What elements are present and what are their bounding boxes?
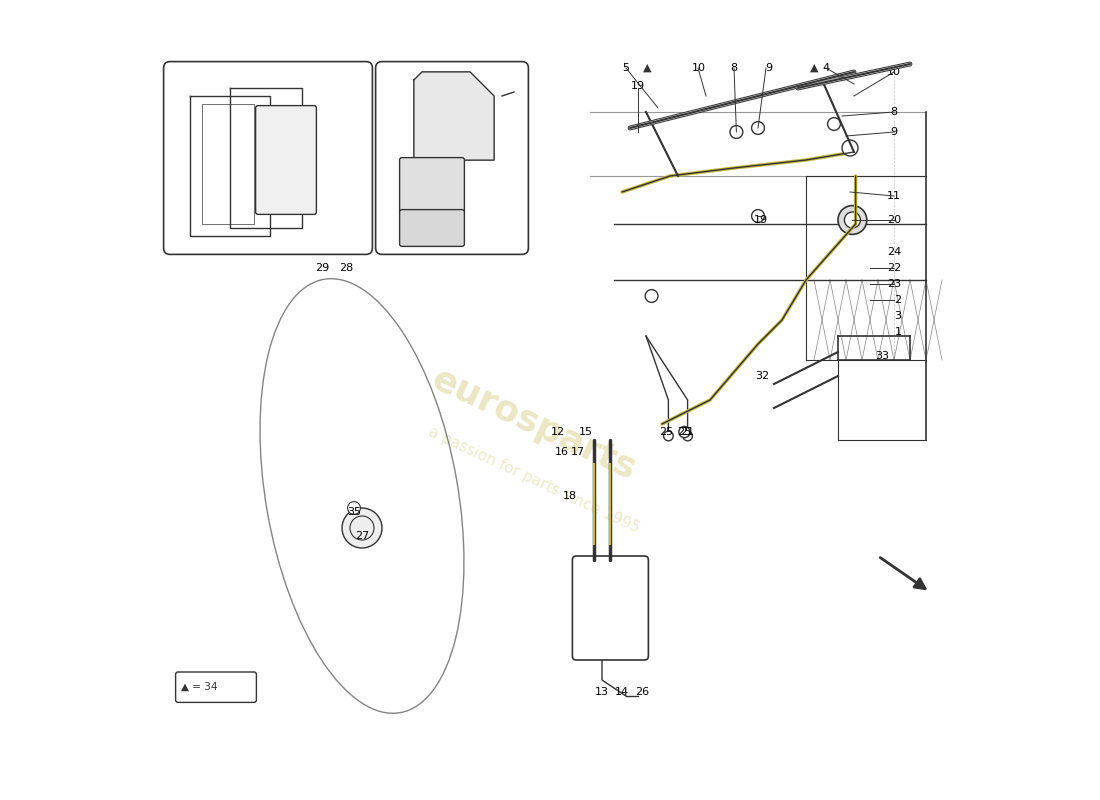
Text: 8: 8 xyxy=(730,63,738,73)
Text: 1: 1 xyxy=(894,327,902,337)
Circle shape xyxy=(751,122,764,134)
Circle shape xyxy=(730,126,743,138)
FancyBboxPatch shape xyxy=(255,106,317,214)
Text: 21: 21 xyxy=(681,427,695,437)
Circle shape xyxy=(663,431,673,441)
Text: 25: 25 xyxy=(659,427,673,437)
Polygon shape xyxy=(414,72,494,160)
Text: 30: 30 xyxy=(471,211,485,221)
Circle shape xyxy=(842,140,858,156)
Text: 31: 31 xyxy=(471,231,485,241)
Circle shape xyxy=(827,118,840,130)
Text: 4: 4 xyxy=(823,63,829,73)
Text: 27: 27 xyxy=(355,531,370,541)
Text: ▲ = 34: ▲ = 34 xyxy=(182,682,218,691)
Text: 32: 32 xyxy=(755,371,769,381)
Text: 8: 8 xyxy=(890,107,898,117)
Text: 23: 23 xyxy=(887,279,901,289)
FancyBboxPatch shape xyxy=(399,158,464,214)
Text: 33: 33 xyxy=(874,351,889,361)
Text: 9: 9 xyxy=(764,63,772,73)
FancyBboxPatch shape xyxy=(399,210,464,246)
Circle shape xyxy=(512,82,525,94)
Text: 11: 11 xyxy=(887,191,901,201)
Text: 24: 24 xyxy=(887,247,901,257)
FancyBboxPatch shape xyxy=(375,62,528,254)
Text: 10: 10 xyxy=(692,63,706,73)
Text: 28: 28 xyxy=(339,263,353,273)
Circle shape xyxy=(845,212,860,228)
Circle shape xyxy=(348,502,361,514)
Text: 19: 19 xyxy=(754,215,768,225)
Text: 22: 22 xyxy=(887,263,901,273)
Text: 18: 18 xyxy=(563,491,578,501)
Circle shape xyxy=(679,426,690,438)
Text: ▲: ▲ xyxy=(644,63,652,73)
Text: 19: 19 xyxy=(631,82,645,91)
Circle shape xyxy=(683,431,692,441)
Text: 15: 15 xyxy=(579,427,593,437)
Circle shape xyxy=(194,108,202,116)
Text: 29: 29 xyxy=(315,263,329,273)
Text: ▲: ▲ xyxy=(810,63,818,73)
Circle shape xyxy=(270,162,299,190)
Text: 3: 3 xyxy=(894,311,902,321)
Circle shape xyxy=(194,220,202,228)
Text: 12: 12 xyxy=(551,427,565,437)
FancyBboxPatch shape xyxy=(164,62,373,254)
Text: 26: 26 xyxy=(635,687,649,697)
Circle shape xyxy=(838,206,867,234)
Text: 17: 17 xyxy=(571,447,585,457)
Text: eurosparts: eurosparts xyxy=(427,362,641,486)
Text: 16: 16 xyxy=(556,447,569,457)
Text: 25: 25 xyxy=(678,427,692,437)
FancyBboxPatch shape xyxy=(176,672,256,702)
Text: 14: 14 xyxy=(615,687,629,697)
Text: 35: 35 xyxy=(346,507,361,517)
Text: 2: 2 xyxy=(894,295,902,305)
Circle shape xyxy=(751,210,764,222)
Text: 20: 20 xyxy=(887,215,901,225)
Circle shape xyxy=(646,290,658,302)
FancyBboxPatch shape xyxy=(572,556,648,660)
Text: 10: 10 xyxy=(887,67,901,77)
Circle shape xyxy=(342,508,382,548)
Text: a passion for parts since 1995: a passion for parts since 1995 xyxy=(426,424,642,536)
Text: 13: 13 xyxy=(595,687,609,697)
Text: 9: 9 xyxy=(890,127,898,137)
Text: 5: 5 xyxy=(623,63,629,73)
